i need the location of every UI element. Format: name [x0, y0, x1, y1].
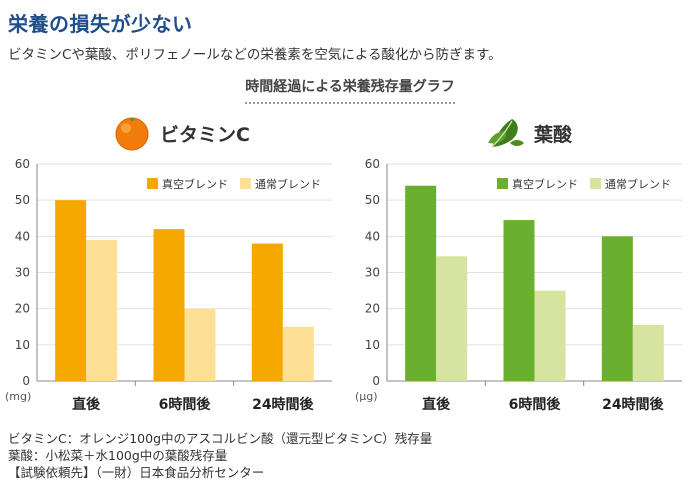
vitc-y-tick-label: 60	[15, 157, 30, 171]
folic-category-label: 直後	[422, 396, 451, 413]
intro-text: ビタミンCや葉酸、ポリフェノールなどの栄養素を空気による酸化から防ぎます。	[8, 47, 502, 63]
orange-icon	[115, 117, 149, 151]
vitc-bar-chart: 0 10 20 30 40 50 60 直後 6時間後 24時間後 (mg) 真空ブレンド 通常ブレンド	[5, 157, 332, 413]
folic-bar-normal-1	[534, 290, 566, 381]
vitc-y-tick-label: 20	[15, 302, 30, 316]
chart-title: 時間経過による栄養残存量グラフ	[0, 76, 700, 104]
folic-y-tick-label: 10	[365, 338, 380, 352]
folic-y-tick-label: 60	[365, 157, 380, 171]
vitc-y-tick-label: 30	[15, 266, 30, 280]
vitc-legend-label-vacuum: 真空ブレンド	[162, 177, 228, 191]
folic-category-label: 24時間後	[602, 396, 664, 413]
spinach-leaf-icon	[488, 119, 524, 148]
vitc-panel-title: ビタミンC	[160, 123, 250, 146]
vitc-bar-normal-0	[86, 239, 118, 381]
vitc-bar-normal-1	[184, 308, 216, 381]
vitc-unit-label: (mg)	[5, 390, 31, 403]
folic-legend-swatch-normal	[590, 178, 601, 189]
folic-legend-swatch-vacuum	[497, 178, 508, 189]
vitc-category-label: 24時間後	[252, 396, 314, 413]
vitc-category-label: 直後	[72, 396, 101, 413]
vitc-panel-header: ビタミンC	[112, 113, 250, 153]
vitc-legend-label-normal: 通常ブレンド	[255, 177, 321, 191]
folic-y-tick-label: 40	[365, 229, 380, 243]
footnote-folic: 葉酸：小松菜＋水100g中の葉酸残存量	[8, 448, 228, 463]
vitc-y-tick-label: 10	[15, 338, 30, 352]
folic-bar-normal-0	[436, 256, 468, 381]
footnotes: ビタミンC：オレンジ100g中のアスコルビン酸（還元型ビタミンC）残存量 葉酸：…	[8, 430, 432, 481]
vitc-bar-vacuum-1	[153, 229, 185, 381]
vitc-y-tick-label: 50	[15, 193, 30, 207]
vitc-bar-vacuum-2	[251, 243, 283, 381]
footnote-vitc: ビタミンC：オレンジ100g中のアスコルビン酸（還元型ビタミンC）残存量	[8, 431, 433, 446]
folic-legend-label-vacuum: 真空ブレンド	[512, 177, 578, 191]
vitc-legend-swatch-normal	[240, 178, 251, 189]
footnote-lab: 【試験依頼先】（一財）日本食品分析センター	[8, 465, 265, 480]
folic-panel-title: 葉酸	[534, 123, 573, 146]
folic-bar-vacuum-0	[405, 185, 437, 381]
folic-y-tick-label: 50	[365, 193, 380, 207]
folic-legend-label-normal: 通常ブレンド	[605, 177, 671, 191]
folic-unit-label: (μg)	[355, 390, 378, 403]
folic-category-label: 6時間後	[509, 396, 562, 413]
vitc-y-tick-label: 40	[15, 229, 30, 243]
vitc-legend-swatch-vacuum	[147, 178, 158, 189]
folic-bar-vacuum-2	[601, 236, 633, 381]
vitc-category-label: 6時間後	[159, 396, 212, 413]
vitc-bar-normal-2	[282, 326, 314, 381]
chart-title-text: 時間経過による栄養残存量グラフ	[245, 76, 455, 104]
folic-y-tick-label: 30	[365, 266, 380, 280]
vitc-y-tick-label: 0	[22, 374, 30, 388]
folic-bar-chart: 0 10 20 30 40 50 60 直後 6時間後 24時間後 (μg) 真空ブレンド 通常ブレンド	[355, 157, 682, 413]
folic-y-tick-label: 0	[372, 374, 380, 388]
folic-bar-vacuum-1	[503, 220, 535, 381]
folic-y-tick-label: 20	[365, 302, 380, 316]
folic-panel-header: 葉酸	[486, 113, 572, 153]
section-heading: 栄養の損失が少ない	[8, 12, 193, 36]
vitc-bar-vacuum-0	[55, 200, 87, 381]
folic-bar-normal-2	[632, 324, 664, 381]
